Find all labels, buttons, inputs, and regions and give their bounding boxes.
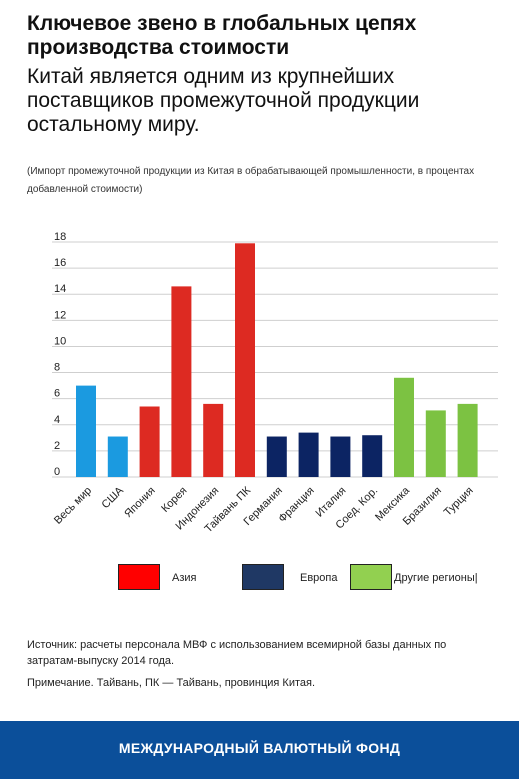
x-tick-label: Корея <box>159 485 189 515</box>
legend-swatch-asia <box>118 564 160 590</box>
legend-label-asia: Азия <box>172 572 197 584</box>
bar <box>171 286 192 477</box>
bar <box>266 436 287 477</box>
footer-bar: МЕЖДУНАРОДНЫЙ ВАЛЮТНЫЙ ФОНД <box>0 721 519 779</box>
legend-item-other: Другие регионы| <box>350 564 510 592</box>
legend-swatch-other <box>350 564 392 590</box>
bar <box>394 377 414 477</box>
y-tick-label: 2 <box>54 440 60 452</box>
chart-title: Ключевое звено в глобальных цепях произв… <box>27 12 417 59</box>
y-axis-ticks: 0 2 4 6 8 10 12 14 16 18 <box>54 231 66 478</box>
bar <box>235 243 255 477</box>
y-tick-label: 18 <box>54 231 66 243</box>
x-tick-label: Весь мир <box>52 485 94 527</box>
bar <box>362 435 383 477</box>
y-tick-label: 14 <box>54 283 66 295</box>
legend-label-europe: Европа <box>300 572 338 584</box>
y-tick-label: 12 <box>54 309 66 321</box>
footnote-text: Примечание. Тайвань, ПК — Тайвань, прови… <box>27 677 316 689</box>
y-tick-label: 6 <box>54 388 60 400</box>
x-tick-label: Япония <box>122 485 158 521</box>
bar <box>457 403 478 477</box>
bar <box>76 385 96 477</box>
bar <box>107 436 128 477</box>
organization-name: МЕЖДУНАРОДНЫЙ ВАЛЮТНЫЙ ФОНД <box>118 740 401 756</box>
chart-subtitle: Китай является одним из крупнейших поста… <box>27 65 420 136</box>
bar <box>330 436 351 477</box>
bar <box>203 403 224 477</box>
x-tick-label: США <box>99 484 126 511</box>
y-tick-label: 0 <box>54 466 60 478</box>
legend-label-other: Другие регионы| <box>394 572 478 584</box>
y-tick-label: 10 <box>54 335 66 347</box>
bar <box>139 406 160 477</box>
x-tick-label: Турция <box>442 485 476 519</box>
y-tick-label: 4 <box>54 414 60 426</box>
y-tick-label: 8 <box>54 362 60 374</box>
source-text: Источник: расчеты персонала МВФ с исполь… <box>27 639 447 667</box>
legend-swatch-europe <box>242 564 284 590</box>
bars <box>76 243 478 477</box>
legend-item-europe: Европа <box>242 564 352 592</box>
chart-note: (Импорт промежуточной продукции из Китая… <box>27 166 475 195</box>
bar <box>425 410 446 477</box>
bar <box>298 432 319 477</box>
y-tick-label: 16 <box>54 257 66 269</box>
legend-item-asia: Азия <box>118 564 238 592</box>
